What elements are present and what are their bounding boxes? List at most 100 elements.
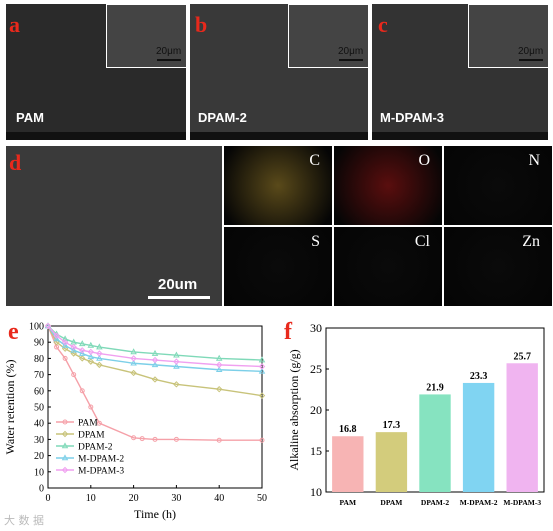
data-point [53, 332, 60, 339]
data-point [215, 366, 223, 373]
data-point [96, 420, 102, 426]
data-point [87, 341, 95, 348]
series-line-m-dpam-3 [47, 325, 263, 368]
data-point [78, 340, 86, 347]
data-point [258, 363, 266, 370]
sem-footer-b [190, 132, 368, 140]
data-point [173, 351, 180, 358]
panel-letter-d: d [9, 150, 22, 175]
x-tick-label: 0 [46, 493, 51, 504]
data-point [61, 442, 69, 449]
data-point [215, 354, 223, 361]
data-point [139, 436, 145, 442]
sem-footer-c [372, 132, 548, 140]
eds-map-o: O [334, 146, 442, 225]
data-point [61, 338, 69, 346]
data-point [259, 437, 265, 443]
sem-inset-a [106, 4, 186, 68]
inset-scale-label-c: 20μm [518, 46, 544, 57]
watermark: 大 数 据 [4, 514, 44, 527]
panel-letter-e: e [8, 319, 19, 345]
sample-label-a: PAM [16, 110, 44, 125]
bar-m-dpam-2 [462, 382, 495, 492]
data-point [87, 353, 95, 360]
sem-panel-a: 20μm PAM [6, 4, 186, 140]
inset-scale-bar-c [519, 59, 543, 61]
data-point [61, 345, 69, 352]
data-point [215, 361, 223, 369]
data-point [87, 358, 95, 365]
legend-label: DPAM-2 [78, 443, 113, 453]
bar-value-label: 21.9 [426, 382, 444, 393]
data-point [61, 454, 69, 461]
y-tick-label: 50 [34, 403, 44, 414]
series-line-pam [47, 325, 262, 441]
bar-value-label: 25.7 [513, 351, 531, 362]
y-tick-label: 30 [34, 435, 44, 446]
data-point [87, 348, 95, 356]
water-retention-chart: 0 10 20 30 40 50 60 70 80 90 100 0 10 20 30 40 50 Time (h… [3, 322, 267, 522]
data-point [130, 359, 137, 366]
data-point [70, 343, 77, 351]
eds-map-zn: Zn [444, 227, 552, 306]
data-point [173, 381, 180, 388]
data-point [88, 404, 94, 410]
bar-m-dpam-3 [506, 363, 538, 492]
y-tick-label: 20 [34, 451, 44, 462]
category-label: M-DPAM-2 [460, 498, 498, 507]
y-tick-label: 15 [310, 444, 322, 458]
data-point [71, 372, 77, 378]
y-tick-label: 40 [34, 419, 44, 430]
eds-element-label: C [309, 152, 320, 169]
sem-inset-c [468, 4, 548, 68]
eds-element-label: S [311, 233, 320, 250]
y-tick-label: 80 [34, 354, 44, 365]
data-point [96, 354, 103, 361]
data-point [151, 376, 159, 383]
x-tick-label: 40 [214, 493, 224, 504]
data-point [53, 335, 60, 342]
data-point [53, 338, 60, 346]
sem-panel-c: 20μm M-DPAM-3 [372, 4, 548, 140]
data-point [79, 355, 86, 362]
data-point [151, 349, 159, 356]
data-point [79, 347, 86, 354]
data-point [151, 356, 159, 364]
inset-scale-bar-a [157, 59, 181, 61]
category-label: M-DPAM-3 [503, 498, 541, 507]
data-point [215, 385, 223, 393]
sample-label-c: M-DPAM-3 [380, 110, 445, 125]
x-tick-label: 10 [86, 493, 96, 504]
data-point [61, 335, 69, 342]
y-tick-label: 20 [310, 403, 322, 417]
data-point [216, 437, 222, 443]
data-point [131, 435, 137, 441]
y-tick-label: 0 [39, 484, 44, 495]
x-tick-label: 30 [171, 493, 181, 504]
data-point [62, 355, 68, 361]
data-point [96, 350, 103, 357]
category-label: DPAM-2 [421, 498, 449, 507]
eds-map-cl: Cl [334, 227, 442, 306]
eds-element-label: Zn [522, 233, 540, 250]
eds-map-s: S [224, 227, 332, 306]
data-point [61, 341, 69, 348]
inset-scale-label-b: 20μm [338, 46, 364, 57]
data-point [96, 361, 103, 369]
x-axis-label: Time (h) [134, 507, 176, 521]
y-tick-label: 10 [34, 467, 44, 478]
scale-bar-d [148, 296, 210, 299]
category-label: DPAM [380, 498, 402, 507]
bar-value-label: 23.3 [470, 371, 488, 382]
y-tick-label: 60 [34, 386, 44, 397]
series-line-m-dpam-2 [47, 325, 263, 373]
y-tick-label: 10 [310, 485, 322, 499]
inset-scale-label-a: 20μm [156, 46, 182, 57]
legend-label: PAM [78, 419, 98, 429]
data-point [173, 362, 180, 369]
series-line-dpam [47, 325, 263, 397]
panel-letter-a: a [9, 12, 20, 37]
data-point [173, 436, 179, 442]
sem-inset-b [288, 4, 368, 68]
data-point [79, 388, 85, 394]
